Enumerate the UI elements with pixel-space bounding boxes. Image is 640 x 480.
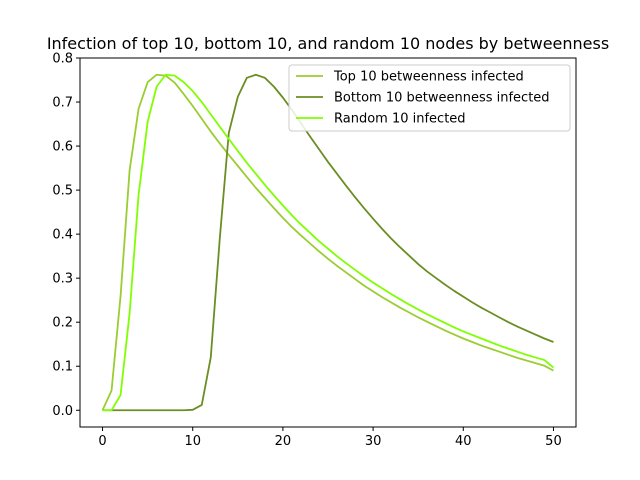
y-tick-label: 0.0 — [52, 404, 73, 419]
x-axis: 0 10 20 30 40 50 — [98, 427, 562, 449]
x-tick-label: 30 — [365, 434, 382, 449]
y-tick-label: 0.3 — [52, 272, 73, 287]
legend-box — [288, 64, 571, 132]
y-tick-label: 0.4 — [52, 228, 73, 243]
y-tick-label: 0.2 — [52, 316, 73, 331]
x-tick-label: 10 — [184, 434, 201, 449]
legend-label: Top 10 betweenness infected — [333, 70, 524, 85]
chart-title: Infection of top 10, bottom 10, and rand… — [47, 34, 609, 53]
x-tick-label: 50 — [545, 434, 562, 449]
x-tick-label: 40 — [455, 434, 472, 449]
y-tick-label: 0.1 — [52, 360, 73, 375]
legend-label: Bottom 10 betweenness infected — [334, 91, 550, 106]
legend: Top 10 betweenness infected Bottom 10 bet… — [288, 64, 571, 132]
series-line-3 — [102, 73, 555, 412]
x-tick-label: 20 — [275, 434, 292, 449]
series-line-1 — [101, 73, 554, 411]
y-tick-label: 0.7 — [52, 96, 73, 111]
y-tick-label: 0.5 — [52, 184, 73, 199]
y-tick-label: 0.6 — [52, 140, 73, 155]
series-line-2 — [102, 73, 554, 412]
y-axis: 0.0 0.1 0.2 0.3 0.4 0.5 0.6 0.7 0.8 — [52, 52, 80, 419]
legend-label: Random 10 infected — [334, 112, 466, 127]
x-tick-label: 0 — [98, 434, 106, 449]
plot-frame — [79, 57, 577, 428]
series-lines — [101, 73, 555, 412]
plot-area — [79, 57, 577, 428]
y-tick-label: 0.8 — [52, 52, 73, 67]
